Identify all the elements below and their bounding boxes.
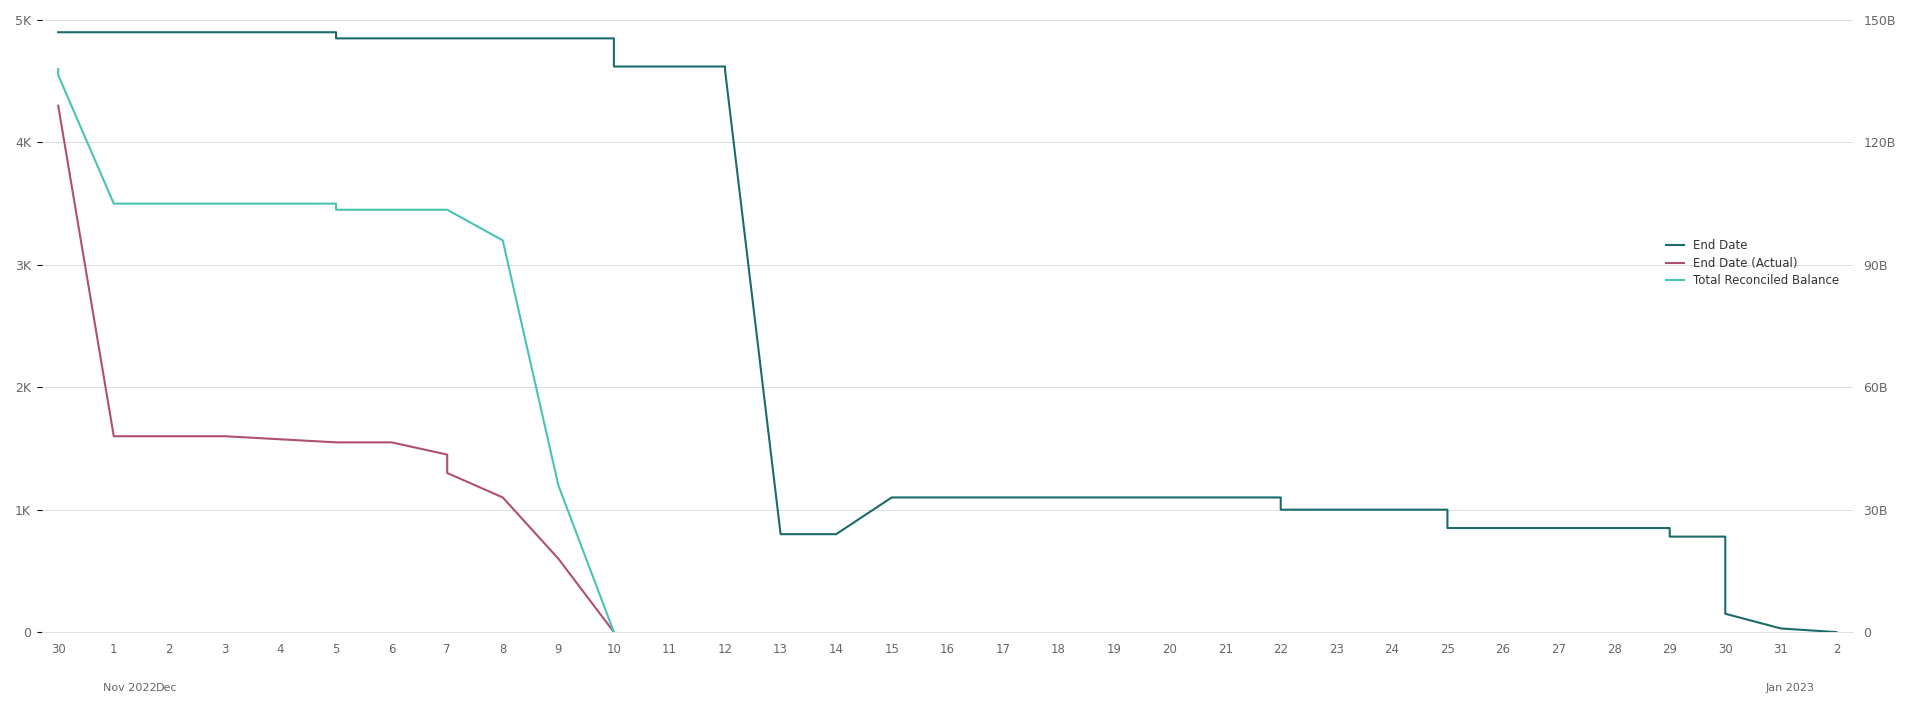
Text: Nov 2022: Nov 2022 [103,683,157,693]
Legend: End Date, End Date (Actual), Total Reconciled Balance: End Date, End Date (Actual), Total Recon… [1661,234,1844,292]
Text: Dec: Dec [157,683,178,693]
Text: Jan 2023: Jan 2023 [1766,683,1815,693]
